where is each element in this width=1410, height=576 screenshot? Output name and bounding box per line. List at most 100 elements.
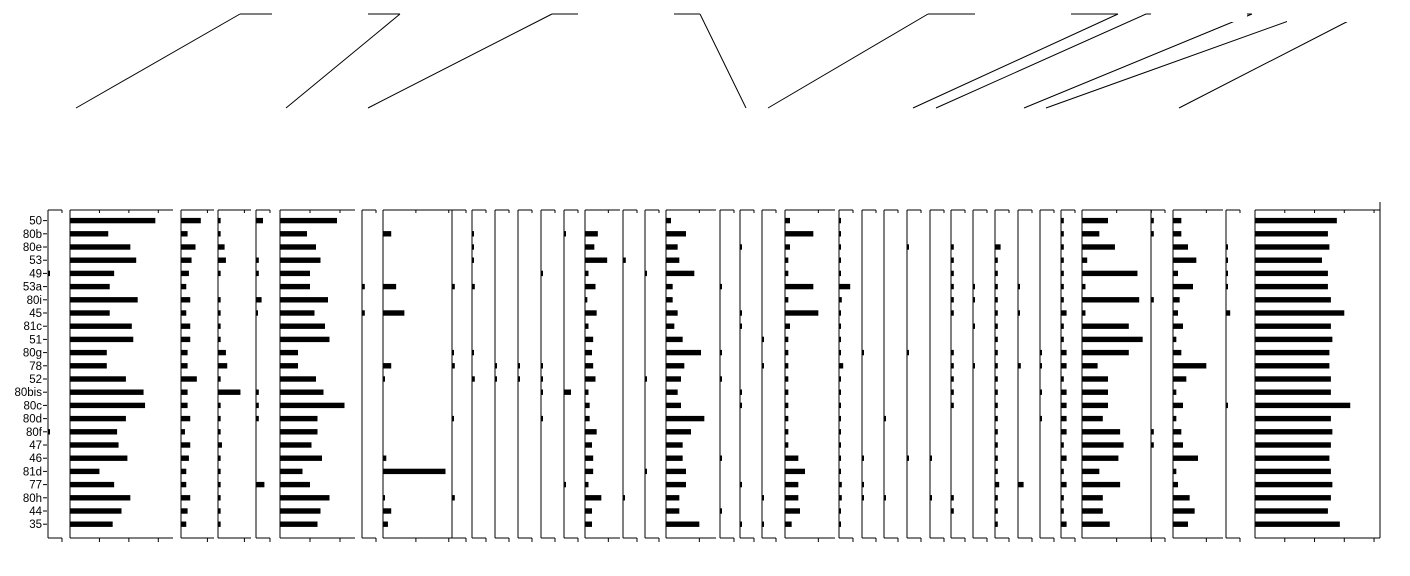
bar-80d xyxy=(1173,415,1177,422)
bar-53a xyxy=(280,283,310,290)
bar-44 xyxy=(720,508,722,514)
bar-80h xyxy=(884,495,886,501)
bar-46 xyxy=(1082,455,1119,461)
bar-46 xyxy=(995,455,998,461)
bar-80e xyxy=(218,244,225,250)
bar-53 xyxy=(218,257,226,263)
bar-80i xyxy=(666,297,673,303)
bar-51 xyxy=(1255,336,1333,343)
bar-78 xyxy=(495,363,497,369)
bar-49 xyxy=(785,270,789,277)
bar-50 xyxy=(785,217,790,224)
bar-52 xyxy=(280,376,316,382)
bar-78 xyxy=(518,363,520,369)
bar-49 xyxy=(585,270,589,277)
bar-52 xyxy=(666,376,681,382)
bar-80g xyxy=(218,349,226,356)
bar-52 xyxy=(645,376,647,382)
bar-80e xyxy=(585,244,595,250)
bar-80h xyxy=(666,495,680,501)
bar-80h xyxy=(452,495,455,501)
bar-80i xyxy=(70,297,138,303)
bar-53 xyxy=(623,257,626,263)
bar-46 xyxy=(907,455,909,461)
bar-46 xyxy=(930,455,932,461)
bar-45 xyxy=(951,310,954,316)
bar-53a xyxy=(472,283,475,290)
bar-80f xyxy=(839,429,841,435)
bar-49 xyxy=(1082,270,1138,277)
bar-45 xyxy=(1061,310,1067,316)
bar-80d xyxy=(541,415,543,422)
bar-81c xyxy=(839,323,841,329)
bar-45 xyxy=(585,310,597,316)
bar-53a xyxy=(1226,283,1228,290)
bar-46 xyxy=(218,455,221,461)
bar-47 xyxy=(1061,442,1064,448)
bar-80bis xyxy=(585,389,589,395)
bar-77 xyxy=(1173,481,1178,488)
bar-45 xyxy=(362,310,365,316)
bar-81c xyxy=(1173,323,1183,329)
bar-49 xyxy=(1255,270,1328,277)
bar-53a xyxy=(585,283,596,290)
bar-78 xyxy=(218,363,228,369)
bar-44 xyxy=(1173,508,1195,514)
bar-78 xyxy=(585,363,594,369)
bar-80h xyxy=(839,495,842,501)
bar-49 xyxy=(995,270,998,277)
bar-47 xyxy=(839,442,841,448)
bar-44 xyxy=(218,508,221,514)
bar-80e xyxy=(181,244,196,250)
bar-77 xyxy=(1061,481,1067,488)
bar-49 xyxy=(218,270,221,277)
bar-49 xyxy=(839,270,841,277)
bar-80e xyxy=(70,244,131,250)
bar-35 xyxy=(839,521,841,527)
bar-52 xyxy=(495,376,497,382)
bar-53 xyxy=(472,257,474,263)
bar-80d xyxy=(256,415,259,422)
bar-52 xyxy=(951,376,954,382)
bar-49 xyxy=(541,270,543,277)
bar-80bis xyxy=(740,389,742,395)
sample-label: 46 xyxy=(29,453,42,465)
bar-53 xyxy=(256,257,259,263)
sample-label: 44 xyxy=(29,506,42,518)
bar-52 xyxy=(720,376,722,382)
bar-78 xyxy=(70,363,107,369)
bar-51 xyxy=(218,336,221,343)
sample-label: 52 xyxy=(29,374,42,386)
bar-53 xyxy=(839,257,841,263)
group-label-bg xyxy=(975,6,1071,22)
bar-80g xyxy=(472,349,474,356)
bar-44 xyxy=(785,508,800,514)
bar-49 xyxy=(645,270,647,277)
bar-44 xyxy=(70,508,122,514)
bar-53 xyxy=(1226,257,1228,263)
sample-label: 49 xyxy=(29,268,42,280)
bar-80bis xyxy=(1173,389,1177,395)
bar-50 xyxy=(839,217,841,224)
bar-77 xyxy=(1082,481,1121,488)
sample-label: 45 xyxy=(29,308,42,320)
bar-47 xyxy=(785,442,789,448)
bar-80c xyxy=(280,402,345,409)
bar-51 xyxy=(1082,336,1143,343)
bar-35 xyxy=(740,521,742,527)
bar-80h xyxy=(1061,495,1064,501)
bar-80f xyxy=(280,429,318,435)
bar-45 xyxy=(1082,310,1086,316)
bar-80g xyxy=(70,349,107,356)
bar-80g xyxy=(1173,349,1182,356)
bar-80i xyxy=(280,297,328,303)
bar-80e xyxy=(951,244,954,250)
bar-80bis xyxy=(181,389,188,395)
bar-78 xyxy=(452,363,455,369)
bar-46 xyxy=(862,455,864,461)
bar-44 xyxy=(585,508,592,514)
bar-35 xyxy=(70,521,113,527)
bar-44 xyxy=(666,508,680,514)
sample-label: 80f xyxy=(26,427,43,439)
bar-77 xyxy=(839,481,842,488)
